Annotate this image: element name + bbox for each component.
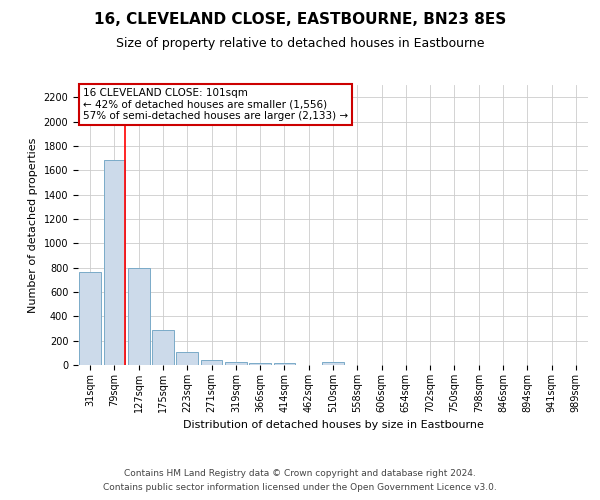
Bar	[128, 268, 149, 365]
Bar	[79, 272, 101, 365]
Bar	[225, 362, 247, 365]
Bar	[200, 360, 223, 365]
Text: 16 CLEVELAND CLOSE: 101sqm
← 42% of detached houses are smaller (1,556)
57% of s: 16 CLEVELAND CLOSE: 101sqm ← 42% of deta…	[83, 88, 348, 121]
Bar	[322, 362, 344, 365]
Bar	[152, 330, 174, 365]
Bar	[176, 352, 198, 365]
X-axis label: Distribution of detached houses by size in Eastbourne: Distribution of detached houses by size …	[182, 420, 484, 430]
Text: Size of property relative to detached houses in Eastbourne: Size of property relative to detached ho…	[116, 38, 484, 51]
Bar	[274, 363, 295, 365]
Text: Contains HM Land Registry data © Crown copyright and database right 2024.: Contains HM Land Registry data © Crown c…	[124, 468, 476, 477]
Bar	[249, 363, 271, 365]
Text: Contains public sector information licensed under the Open Government Licence v3: Contains public sector information licen…	[103, 484, 497, 492]
Bar	[104, 160, 125, 365]
Y-axis label: Number of detached properties: Number of detached properties	[28, 138, 38, 312]
Text: 16, CLEVELAND CLOSE, EASTBOURNE, BN23 8ES: 16, CLEVELAND CLOSE, EASTBOURNE, BN23 8E…	[94, 12, 506, 28]
